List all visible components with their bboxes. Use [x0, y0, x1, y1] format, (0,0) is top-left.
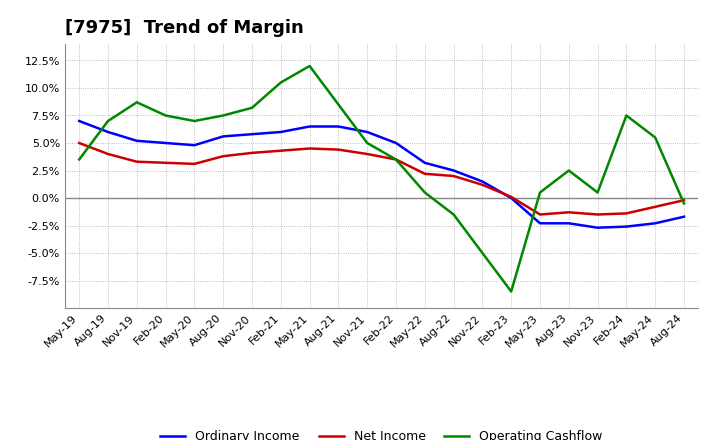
Net Income	[449, 173, 458, 179]
Net Income	[190, 161, 199, 166]
Operating Cashflow	[622, 113, 631, 118]
Ordinary Income	[190, 143, 199, 148]
Net Income	[593, 212, 602, 217]
Operating Cashflow	[276, 80, 285, 85]
Net Income	[219, 154, 228, 159]
Operating Cashflow	[75, 157, 84, 162]
Net Income	[132, 159, 141, 165]
Operating Cashflow	[651, 135, 660, 140]
Net Income	[507, 194, 516, 200]
Net Income	[75, 140, 84, 146]
Operating Cashflow	[593, 190, 602, 195]
Ordinary Income	[248, 132, 256, 137]
Ordinary Income	[478, 179, 487, 184]
Operating Cashflow	[536, 190, 544, 195]
Ordinary Income	[219, 134, 228, 139]
Ordinary Income	[651, 221, 660, 226]
Operating Cashflow	[305, 63, 314, 69]
Operating Cashflow	[449, 212, 458, 217]
Line: Net Income: Net Income	[79, 143, 684, 215]
Net Income	[536, 212, 544, 217]
Operating Cashflow	[478, 250, 487, 256]
Ordinary Income	[507, 195, 516, 201]
Ordinary Income	[334, 124, 343, 129]
Operating Cashflow	[104, 118, 112, 124]
Ordinary Income	[680, 214, 688, 220]
Legend: Ordinary Income, Net Income, Operating Cashflow: Ordinary Income, Net Income, Operating C…	[156, 425, 608, 440]
Net Income	[420, 171, 429, 176]
Line: Ordinary Income: Ordinary Income	[79, 121, 684, 228]
Ordinary Income	[75, 118, 84, 124]
Ordinary Income	[161, 140, 170, 146]
Ordinary Income	[305, 124, 314, 129]
Net Income	[104, 151, 112, 157]
Operating Cashflow	[132, 100, 141, 105]
Operating Cashflow	[420, 190, 429, 195]
Net Income	[564, 210, 573, 215]
Net Income	[622, 211, 631, 216]
Operating Cashflow	[564, 168, 573, 173]
Net Income	[305, 146, 314, 151]
Ordinary Income	[593, 225, 602, 231]
Ordinary Income	[132, 138, 141, 143]
Ordinary Income	[363, 129, 372, 135]
Net Income	[478, 182, 487, 187]
Operating Cashflow	[680, 201, 688, 206]
Ordinary Income	[622, 224, 631, 229]
Net Income	[276, 148, 285, 154]
Net Income	[334, 147, 343, 152]
Operating Cashflow	[334, 102, 343, 107]
Ordinary Income	[276, 129, 285, 135]
Operating Cashflow	[219, 113, 228, 118]
Line: Operating Cashflow: Operating Cashflow	[79, 66, 684, 292]
Net Income	[161, 160, 170, 165]
Net Income	[248, 150, 256, 156]
Ordinary Income	[420, 160, 429, 165]
Ordinary Income	[564, 221, 573, 226]
Net Income	[651, 204, 660, 209]
Operating Cashflow	[392, 157, 400, 162]
Text: [7975]  Trend of Margin: [7975] Trend of Margin	[65, 19, 304, 37]
Ordinary Income	[392, 140, 400, 146]
Ordinary Income	[449, 168, 458, 173]
Operating Cashflow	[248, 105, 256, 110]
Net Income	[363, 151, 372, 157]
Operating Cashflow	[190, 118, 199, 124]
Operating Cashflow	[363, 140, 372, 146]
Operating Cashflow	[161, 113, 170, 118]
Net Income	[392, 157, 400, 162]
Ordinary Income	[104, 129, 112, 135]
Operating Cashflow	[507, 289, 516, 294]
Net Income	[680, 198, 688, 203]
Ordinary Income	[536, 221, 544, 226]
